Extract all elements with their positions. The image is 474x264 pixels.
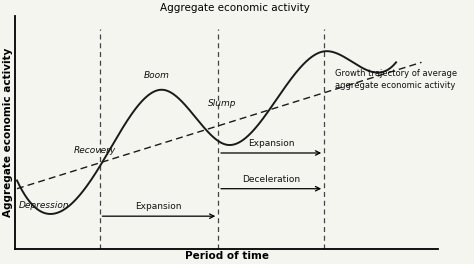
Text: Boom: Boom <box>144 71 170 80</box>
Text: Growth trajectory of average
aggregate economic activity: Growth trajectory of average aggregate e… <box>335 69 457 90</box>
Title: Aggregate economic activity: Aggregate economic activity <box>160 3 310 13</box>
Text: Deceleration: Deceleration <box>242 175 300 184</box>
Text: Depression: Depression <box>19 201 70 210</box>
Text: Slump: Slump <box>208 99 236 108</box>
Y-axis label: Aggregate economic activity: Aggregate economic activity <box>3 48 13 217</box>
Text: Expansion: Expansion <box>248 139 294 148</box>
X-axis label: Period of time: Period of time <box>185 251 269 261</box>
Text: Recovery: Recovery <box>74 146 117 155</box>
Text: Expansion: Expansion <box>136 202 182 211</box>
